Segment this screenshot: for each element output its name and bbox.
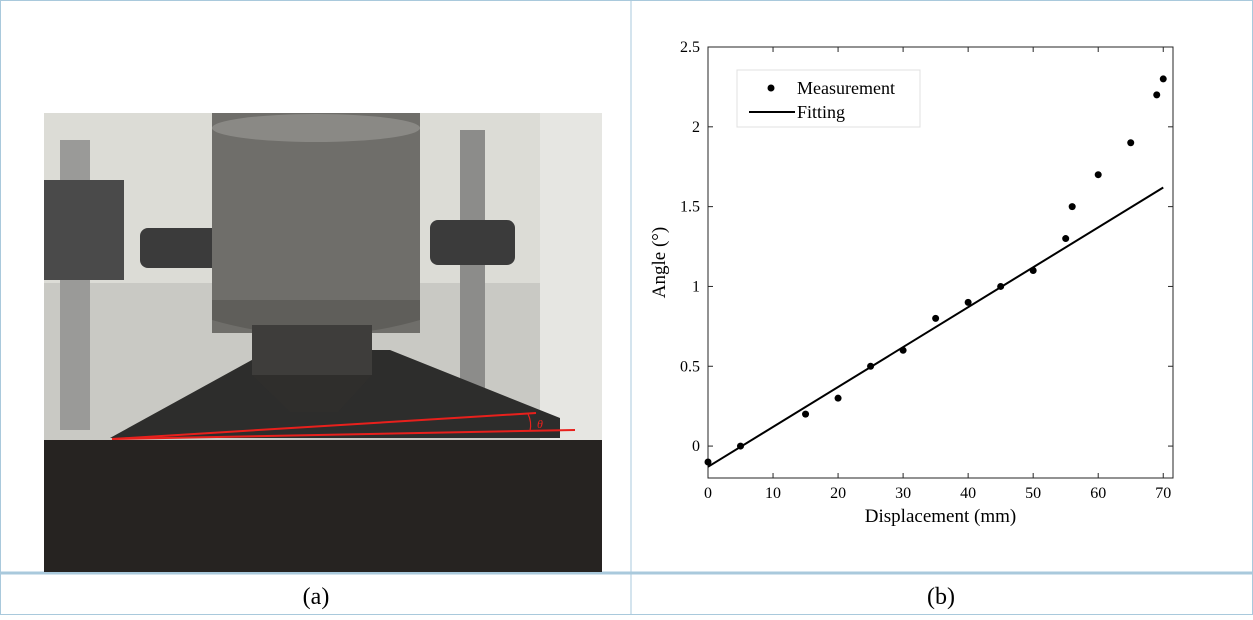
data-point: [1094, 171, 1102, 179]
data-point: [704, 458, 712, 466]
legend-label: Fitting: [797, 102, 845, 122]
legend-box: [736, 69, 921, 128]
x-tick-label: 10: [765, 485, 781, 502]
legend-marker: [767, 84, 775, 92]
data-point: [1062, 235, 1070, 243]
y-tick-label: 0: [692, 438, 700, 455]
y-axis-label: Angle (°): [649, 227, 670, 298]
plot-frame: [707, 46, 1174, 479]
data-point: [1127, 139, 1135, 147]
x-axis-label: Displacement (mm): [865, 506, 1016, 527]
x-tick-label: 60: [1090, 485, 1106, 502]
y-tick-label: 2: [692, 119, 700, 136]
data-point: [834, 394, 842, 402]
data-point: [1153, 91, 1161, 99]
y-tick-label: 2.5: [680, 39, 700, 56]
data-point: [802, 410, 810, 418]
legend-label: Measurement: [797, 78, 895, 98]
x-tick-label: 50: [1025, 485, 1041, 502]
data-point: [964, 298, 972, 306]
x-tick-label: 20: [830, 485, 846, 502]
caption: (b): [927, 584, 955, 610]
x-tick-label: 70: [1155, 485, 1171, 502]
x-tick-label: 40: [960, 485, 976, 502]
data-point: [1068, 203, 1076, 211]
y-tick-label: 1.5: [680, 199, 700, 216]
photo: θ: [44, 113, 602, 572]
data-point: [932, 314, 940, 322]
caption: (a): [303, 584, 330, 610]
y-tick-label: 1: [692, 278, 700, 295]
x-tick-label: 30: [895, 485, 911, 502]
y-tick-label: 0.5: [680, 358, 700, 375]
photo-annotation: θ: [537, 417, 543, 431]
fit-line: [707, 186, 1164, 468]
data-point: [1159, 75, 1167, 83]
x-tick-label: 0: [704, 485, 712, 502]
